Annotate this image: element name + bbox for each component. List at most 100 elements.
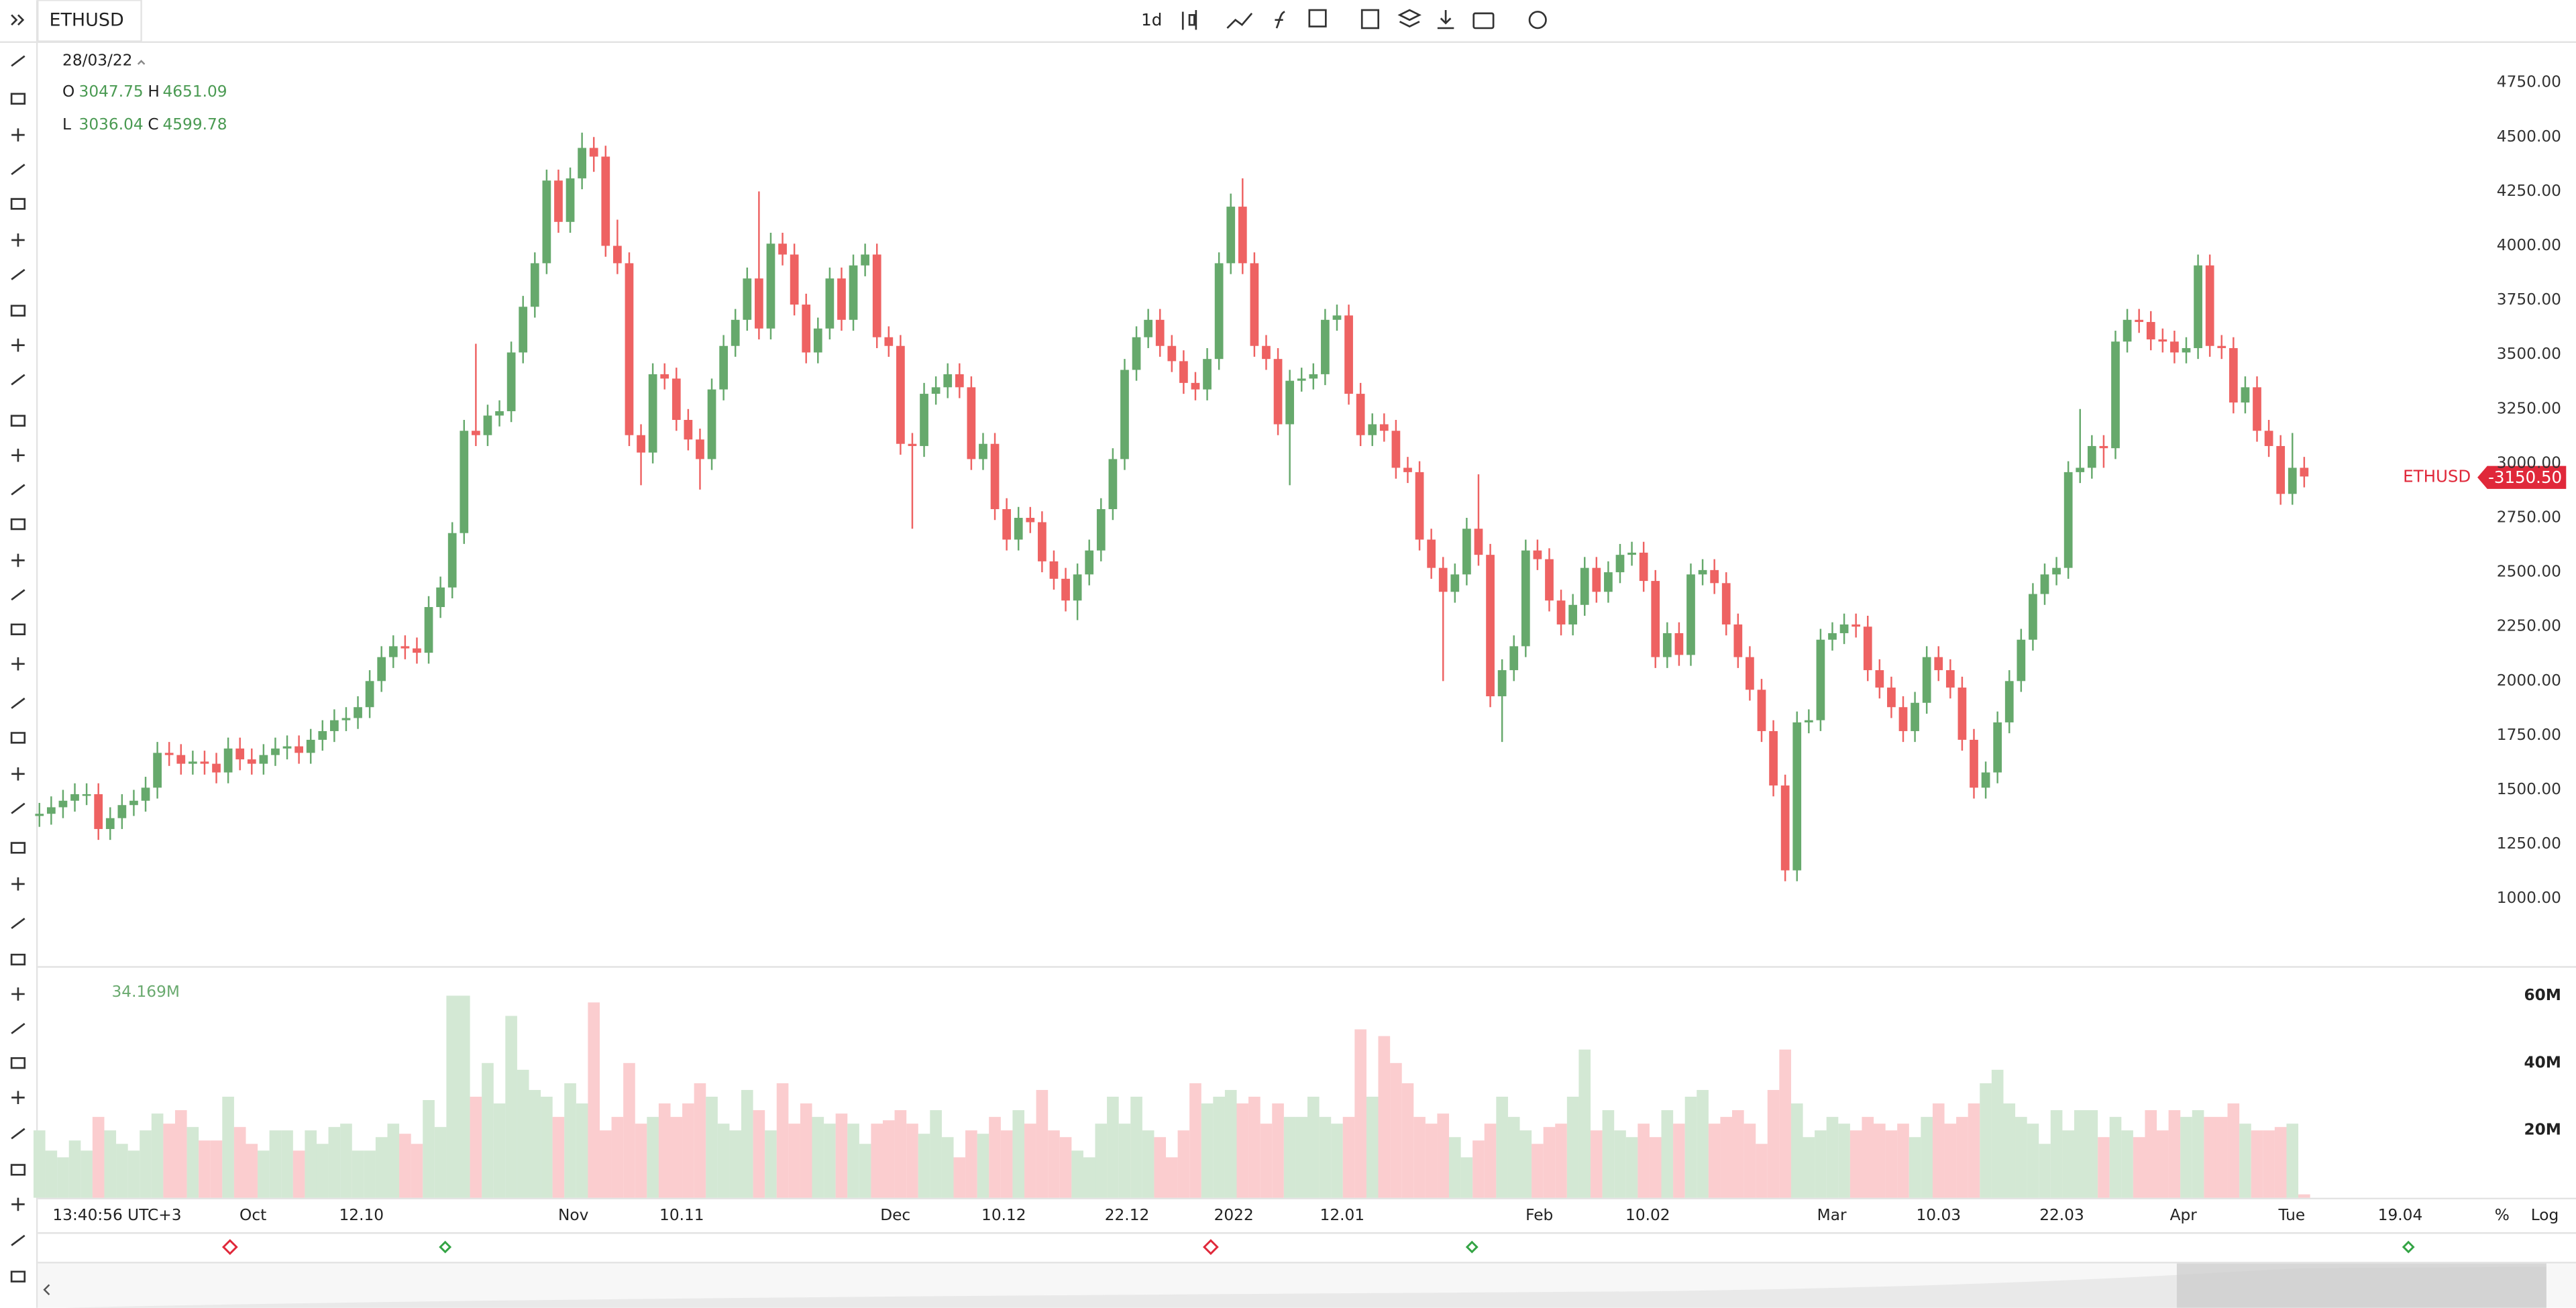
tool-icon[interactable] [11,802,25,814]
event-marker[interactable] [1203,1239,1219,1255]
candle-body [1674,633,1684,655]
time-tick-label: 10.11 [659,1206,704,1224]
volume-bar [706,1097,718,1198]
tool-icon[interactable] [11,918,25,930]
settings-icon[interactable] [1528,11,1547,30]
symbol[interactable]: ETHUSD [49,9,123,30]
volume-bar [1248,1097,1260,1198]
tool-icon[interactable] [11,233,25,247]
volume-bar [765,1130,777,1198]
volume-bar [222,1097,234,1198]
tool-icon[interactable] [11,128,25,142]
tool-icon[interactable] [11,1091,25,1105]
candle-body [1497,670,1507,697]
tool-icon[interactable] [11,374,25,386]
volume-bar [1059,1137,1072,1198]
tool-icon[interactable] [11,164,25,175]
candle-body [967,387,976,459]
tool-icon[interactable] [10,732,26,744]
volume-bar [2215,1117,2228,1198]
download-icon[interactable] [1437,10,1454,30]
candle-body [1604,572,1613,592]
candle-body [542,180,551,264]
layout-icon[interactable] [1360,9,1380,30]
navigator-left[interactable] [43,1284,50,1295]
event-marker[interactable] [439,1240,452,1254]
tool-icon[interactable] [11,589,25,601]
tool-icon[interactable] [10,1164,26,1176]
tool-icon[interactable] [10,953,26,966]
event-marker[interactable] [221,1239,238,1255]
volume-bar [493,1103,506,1198]
tool-icon[interactable] [10,518,26,531]
volume-bar [1578,1049,1591,1198]
volume-bar [2204,1117,2216,1198]
time-tick-label: 22.03 [2039,1206,2084,1224]
left-toolbar [10,55,26,1283]
tool-icon[interactable] [11,553,25,567]
candle-body [1250,263,1259,346]
tool-icon[interactable] [11,268,25,280]
navigator-window[interactable] [2176,1263,2546,1308]
tool-icon[interactable] [11,1022,25,1034]
indicator-icon[interactable] [1226,13,1253,29]
expand-icon[interactable] [11,14,25,25]
candle-body [413,648,421,653]
layers-icon[interactable] [1397,9,1421,28]
time-tick-label: 10.02 [1625,1206,1670,1224]
camera-icon[interactable] [1472,12,1495,30]
tool-icon[interactable] [10,198,26,210]
event-marker[interactable] [2402,1240,2415,1254]
tool-icon[interactable] [11,987,25,1001]
tool-icon[interactable] [11,1128,25,1140]
volume-bar [57,1157,69,1198]
volume-bar [541,1097,553,1198]
tool-icon[interactable] [11,1197,25,1211]
log-button[interactable]: Log [2531,1206,2559,1224]
volume-bar [33,1130,46,1198]
candle-body [1970,739,1978,788]
tool-icon[interactable] [10,842,26,854]
tool-icon[interactable] [10,93,26,105]
image-icon[interactable] [1308,9,1327,28]
chart-type-icon[interactable] [1181,10,1197,30]
tool-icon[interactable] [11,338,25,352]
tool-icon[interactable] [10,415,26,427]
volume-bar [1283,1117,1296,1198]
tool-icon[interactable] [10,1270,26,1283]
tool-icon[interactable] [11,698,25,709]
tool-icon[interactable] [11,1234,25,1246]
volume-bar [1720,1117,1733,1198]
tool-icon[interactable] [11,448,25,462]
candle-body [472,431,480,435]
tool-icon[interactable] [11,767,25,781]
event-marker[interactable] [1465,1240,1479,1254]
close-value: 4599.78 [162,115,227,133]
collapse-icon[interactable] [137,60,146,65]
price-tick-label: 4250.00 [2497,182,2561,200]
interval[interactable]: 1d [1141,10,1162,30]
candle-body [766,243,775,329]
tool-icon[interactable] [10,623,26,635]
symbol-box[interactable] [37,0,142,42]
volume-bar [1472,1140,1485,1198]
tool-icon[interactable] [11,484,25,496]
price-tick-label: 2500.00 [2497,563,2561,581]
tool-icon[interactable] [11,657,25,671]
candle-body [35,814,44,816]
volume-bar [717,1124,730,1198]
function-icon[interactable] [1275,11,1285,29]
volume-bar [694,1083,706,1198]
candle-body [920,394,928,446]
percent-button[interactable]: % [2495,1206,2510,1224]
tool-icon[interactable] [11,55,25,67]
candle-body [247,759,256,764]
candle-body [1273,359,1283,425]
volume-bar [45,1150,58,1198]
tool-icon[interactable] [10,305,26,317]
volume-bar [670,1117,683,1198]
tool-icon[interactable] [11,877,25,891]
volume-bar [835,1113,848,1198]
top-icons[interactable] [1181,9,1547,30]
tool-icon[interactable] [10,1057,26,1069]
